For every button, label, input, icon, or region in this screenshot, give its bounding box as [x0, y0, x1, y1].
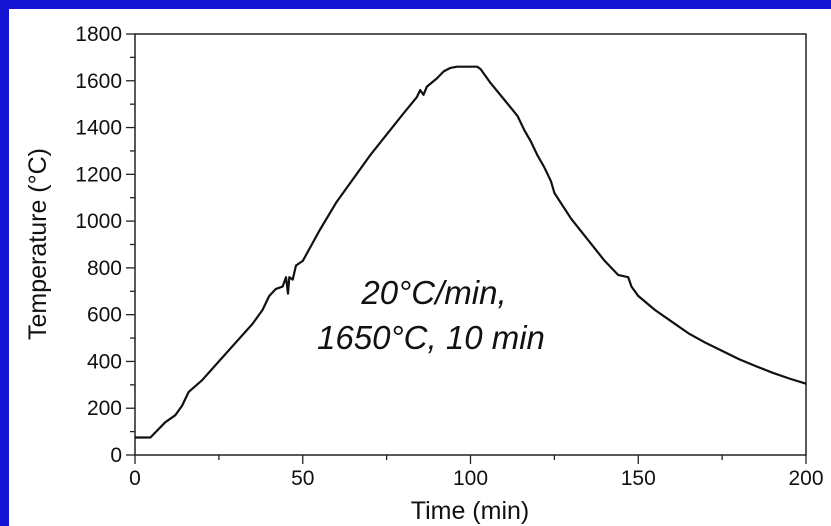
- y-tick-label: 1800: [75, 23, 122, 46]
- y-tick-label: 200: [87, 397, 122, 420]
- axis-tick-labels: 0 50 100 150 200 0 200 400 600 800 1000 1200 1400 160…: [75, 23, 823, 490]
- y-tick-label: 1000: [75, 210, 122, 233]
- x-tick-label: 0: [129, 467, 141, 490]
- x-axis-title: Time (min): [411, 497, 530, 525]
- x-tick-label: 100: [453, 467, 488, 490]
- annotation-rate: 20°C/min,: [360, 274, 506, 311]
- axis-ticks: [126, 33, 807, 464]
- plot-area-frame: [134, 33, 807, 456]
- x-tick-label: 50: [291, 467, 314, 490]
- y-tick-label: 400: [87, 350, 122, 373]
- annotation-hold: 1650°C, 10 min: [317, 319, 545, 356]
- y-axis-title: Temperature (°C): [24, 148, 52, 340]
- x-tick-label: 150: [621, 467, 656, 490]
- y-tick-label: 600: [87, 304, 122, 327]
- y-tick-label: 0: [110, 444, 122, 467]
- x-tick-label: 200: [788, 467, 823, 490]
- y-tick-label: 1200: [75, 163, 122, 186]
- y-tick-label: 1400: [75, 117, 122, 140]
- temperature-series-line: [135, 65, 807, 439]
- y-tick-label: 800: [87, 257, 122, 280]
- y-tick-label: 1600: [75, 70, 122, 93]
